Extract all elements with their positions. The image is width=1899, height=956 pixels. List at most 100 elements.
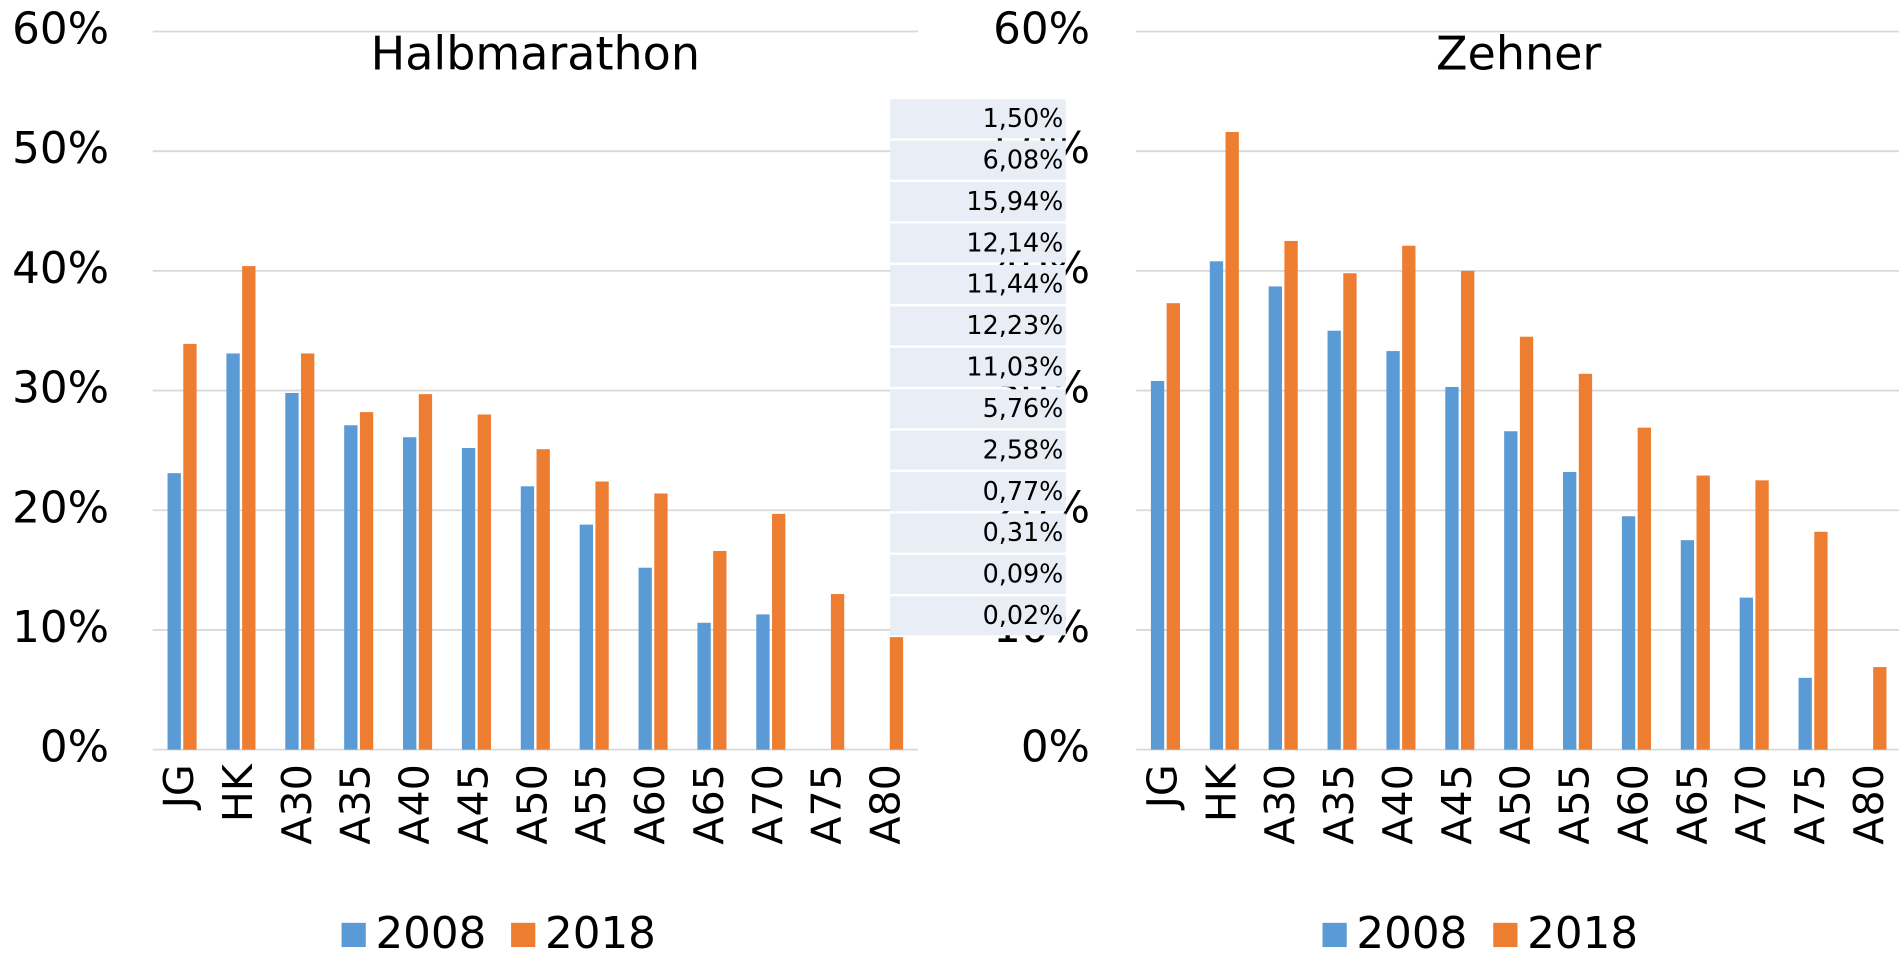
x-tick-label: HK [1197,763,1245,822]
legend-swatch [341,922,366,948]
table-cell-text: 5,76% [983,393,1064,423]
x-tick-label: A80 [862,764,910,845]
x-tick-label: HK [214,763,262,822]
x-tick-label: A70 [744,764,792,845]
table-cell-text: 0,02% [983,600,1064,630]
table-cell-text: 2,58% [983,434,1064,464]
table-cell [890,513,1066,553]
bar [520,486,535,750]
y-tick-label: 10% [12,603,109,653]
table-cell [890,596,1066,636]
x-tick-label: A60 [1609,764,1657,845]
bar [1402,245,1416,750]
legend-swatch [511,922,536,948]
x-tick-label: A40 [1374,764,1422,845]
legend-label: 2018 [1527,909,1638,956]
bar [638,567,652,750]
y-tick-label: 60% [993,4,1090,54]
table-cell [890,140,1066,180]
bar [359,412,374,750]
x-tick-label: JG [155,764,203,811]
x-tick-label: A50 [1492,764,1540,845]
bar [1445,386,1459,750]
bar [756,614,770,750]
table-cell [890,306,1066,346]
x-tick-label: A30 [1256,764,1304,845]
bar [595,481,609,750]
table-cell-text: 11,03% [966,352,1063,382]
table-cell-text: 1,50% [983,103,1064,133]
bar [418,394,433,750]
bar [1150,380,1165,750]
bar [461,448,476,750]
legend-swatch [1493,922,1518,948]
y-tick-label: 60% [12,4,109,54]
bar [226,353,240,750]
bar [1578,373,1593,750]
bar [285,392,299,750]
bar [1814,531,1828,750]
bar [1637,427,1651,750]
x-tick-label: JG [1138,764,1186,811]
x-tick-label: A40 [391,764,439,845]
table-cell [890,264,1066,304]
legend-swatch [1322,922,1347,948]
legend-label: 2008 [375,909,486,956]
table-cell-text: 0,31% [983,517,1064,547]
x-tick-label: A55 [1551,764,1599,845]
table-cell [890,347,1066,387]
legend-label: 2018 [545,909,656,956]
table-cell [890,430,1066,470]
table-cell [890,554,1066,594]
bar [344,425,358,750]
chart-title: Zehner [1436,26,1601,80]
x-tick-label: A35 [332,764,380,845]
x-tick-label: A70 [1727,764,1775,845]
y-tick-label: 20% [12,483,109,533]
bar [1343,273,1357,750]
bar [1621,516,1636,750]
bar [1873,667,1887,750]
table-cell-text: 12,23% [966,310,1063,340]
table-cell [890,182,1066,222]
bar [1386,351,1400,750]
x-tick-label: A65 [685,764,733,845]
x-tick-label: A75 [803,764,851,845]
bar [1209,261,1224,750]
table-cell [890,223,1066,263]
bar [1225,132,1239,750]
y-tick-label: 0% [1021,723,1090,773]
bar [1519,336,1534,750]
table-cell-text: 11,44% [966,269,1063,299]
y-tick-label: 40% [12,244,109,294]
table-cell [890,472,1066,512]
bar [654,493,668,750]
bar [713,550,727,750]
x-tick-label: A45 [1433,764,1481,845]
y-tick-label: 0% [40,723,109,773]
bar [183,343,197,750]
x-tick-label: A45 [449,764,497,845]
bar [242,266,256,750]
bar [579,524,593,750]
x-tick-label: A80 [1845,764,1893,845]
bar [1327,330,1341,750]
table-cell [890,99,1066,139]
table-cell [890,389,1066,429]
bar [403,437,417,750]
bar [697,622,711,750]
bar [1798,677,1812,750]
table-cell-text: 15,94% [966,186,1063,216]
bar [772,513,786,750]
bar [889,637,904,750]
bar [1284,240,1298,750]
bar [1504,431,1518,750]
bar [1755,480,1769,750]
bar [1696,475,1710,750]
x-tick-label: A35 [1315,764,1363,845]
x-tick-label: A50 [508,764,556,845]
bar [1680,540,1695,750]
legend-label: 2008 [1356,909,1467,956]
bar [830,594,845,750]
